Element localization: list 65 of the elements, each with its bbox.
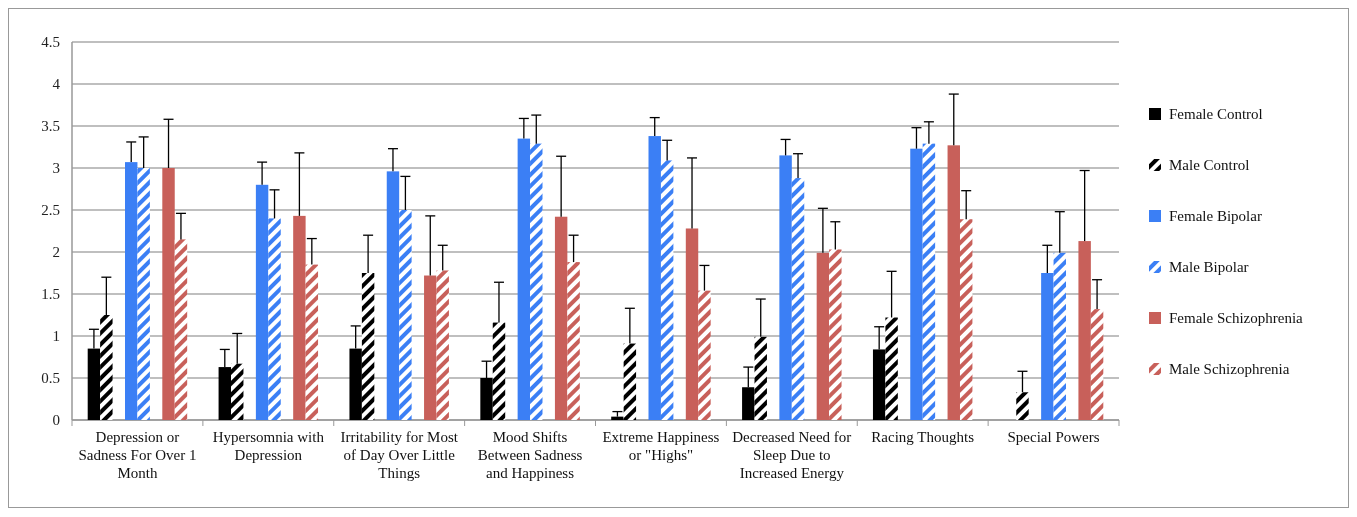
bar xyxy=(492,322,506,420)
bar xyxy=(567,262,580,420)
x-tick-label: Mood Shifts Between Sadness and Happiness xyxy=(477,429,583,481)
x-tick-label: Special Powers xyxy=(1007,429,1100,445)
x-tick-label: Extreme Happiness or "Highs" xyxy=(602,429,720,463)
bar xyxy=(885,317,898,420)
y-tick-label: 1.5 xyxy=(41,286,60,303)
bar xyxy=(162,168,175,420)
y-tick-label: 3.5 xyxy=(41,118,60,135)
bar xyxy=(361,273,375,420)
bar xyxy=(255,184,269,420)
x-tick-label: Depression or Sadness For Over 1 Month xyxy=(78,429,197,481)
y-tick-label: 3 xyxy=(52,160,60,177)
legend-label: Male Control xyxy=(1169,157,1250,174)
bar xyxy=(698,290,711,420)
bar xyxy=(268,218,281,420)
bar xyxy=(436,270,449,420)
legend-label: Female Schizophrenia xyxy=(1169,310,1304,327)
bar xyxy=(947,145,960,420)
x-tick-label: Hypersomnia with Depression xyxy=(212,429,325,463)
y-tick-label: 0 xyxy=(52,412,60,429)
bar xyxy=(910,148,923,420)
bar xyxy=(1016,392,1029,420)
bar xyxy=(137,168,150,420)
bar xyxy=(231,363,244,420)
bar xyxy=(779,155,792,420)
bar xyxy=(660,160,674,420)
bar xyxy=(399,210,412,420)
legend-label: Female Control xyxy=(1169,106,1263,123)
bar xyxy=(517,138,531,420)
bar xyxy=(1041,273,1054,420)
y-tick-label: 4.5 xyxy=(41,34,60,51)
bar xyxy=(611,416,624,420)
x-tick-label: Decreased Need for Sleep Due to Increased Energy xyxy=(732,429,852,481)
bar xyxy=(530,143,543,420)
bar xyxy=(959,219,973,420)
bar xyxy=(648,136,661,420)
legend-label: Female Bipolar xyxy=(1169,208,1262,225)
y-tick-label: 4 xyxy=(52,76,61,93)
bar xyxy=(125,162,138,420)
bar xyxy=(1090,309,1104,420)
bar xyxy=(1078,241,1091,420)
legend-label: Male Schizophrenia xyxy=(1169,361,1290,378)
legend-label: Male Bipolar xyxy=(1169,259,1249,276)
bar xyxy=(424,275,437,420)
bar xyxy=(754,336,767,420)
bar xyxy=(305,264,319,420)
bar xyxy=(623,343,637,420)
bar xyxy=(1053,252,1066,420)
bar xyxy=(791,178,805,420)
y-tick-label: 0.5 xyxy=(41,370,60,387)
bar xyxy=(386,171,400,420)
bar xyxy=(685,228,699,420)
x-tick-label: Irritability for Most of Day Over Little Things xyxy=(340,429,459,481)
bar xyxy=(554,216,568,420)
bar xyxy=(922,143,936,420)
bar xyxy=(293,215,306,420)
bar xyxy=(174,239,188,420)
y-tick-label: 2 xyxy=(52,244,60,261)
bar xyxy=(100,315,113,420)
y-tick-label: 2.5 xyxy=(41,202,60,219)
bar xyxy=(816,252,830,420)
bar xyxy=(829,249,842,420)
y-tick-label: 1 xyxy=(52,328,60,345)
x-tick-label: Racing Thoughts xyxy=(871,429,975,445)
